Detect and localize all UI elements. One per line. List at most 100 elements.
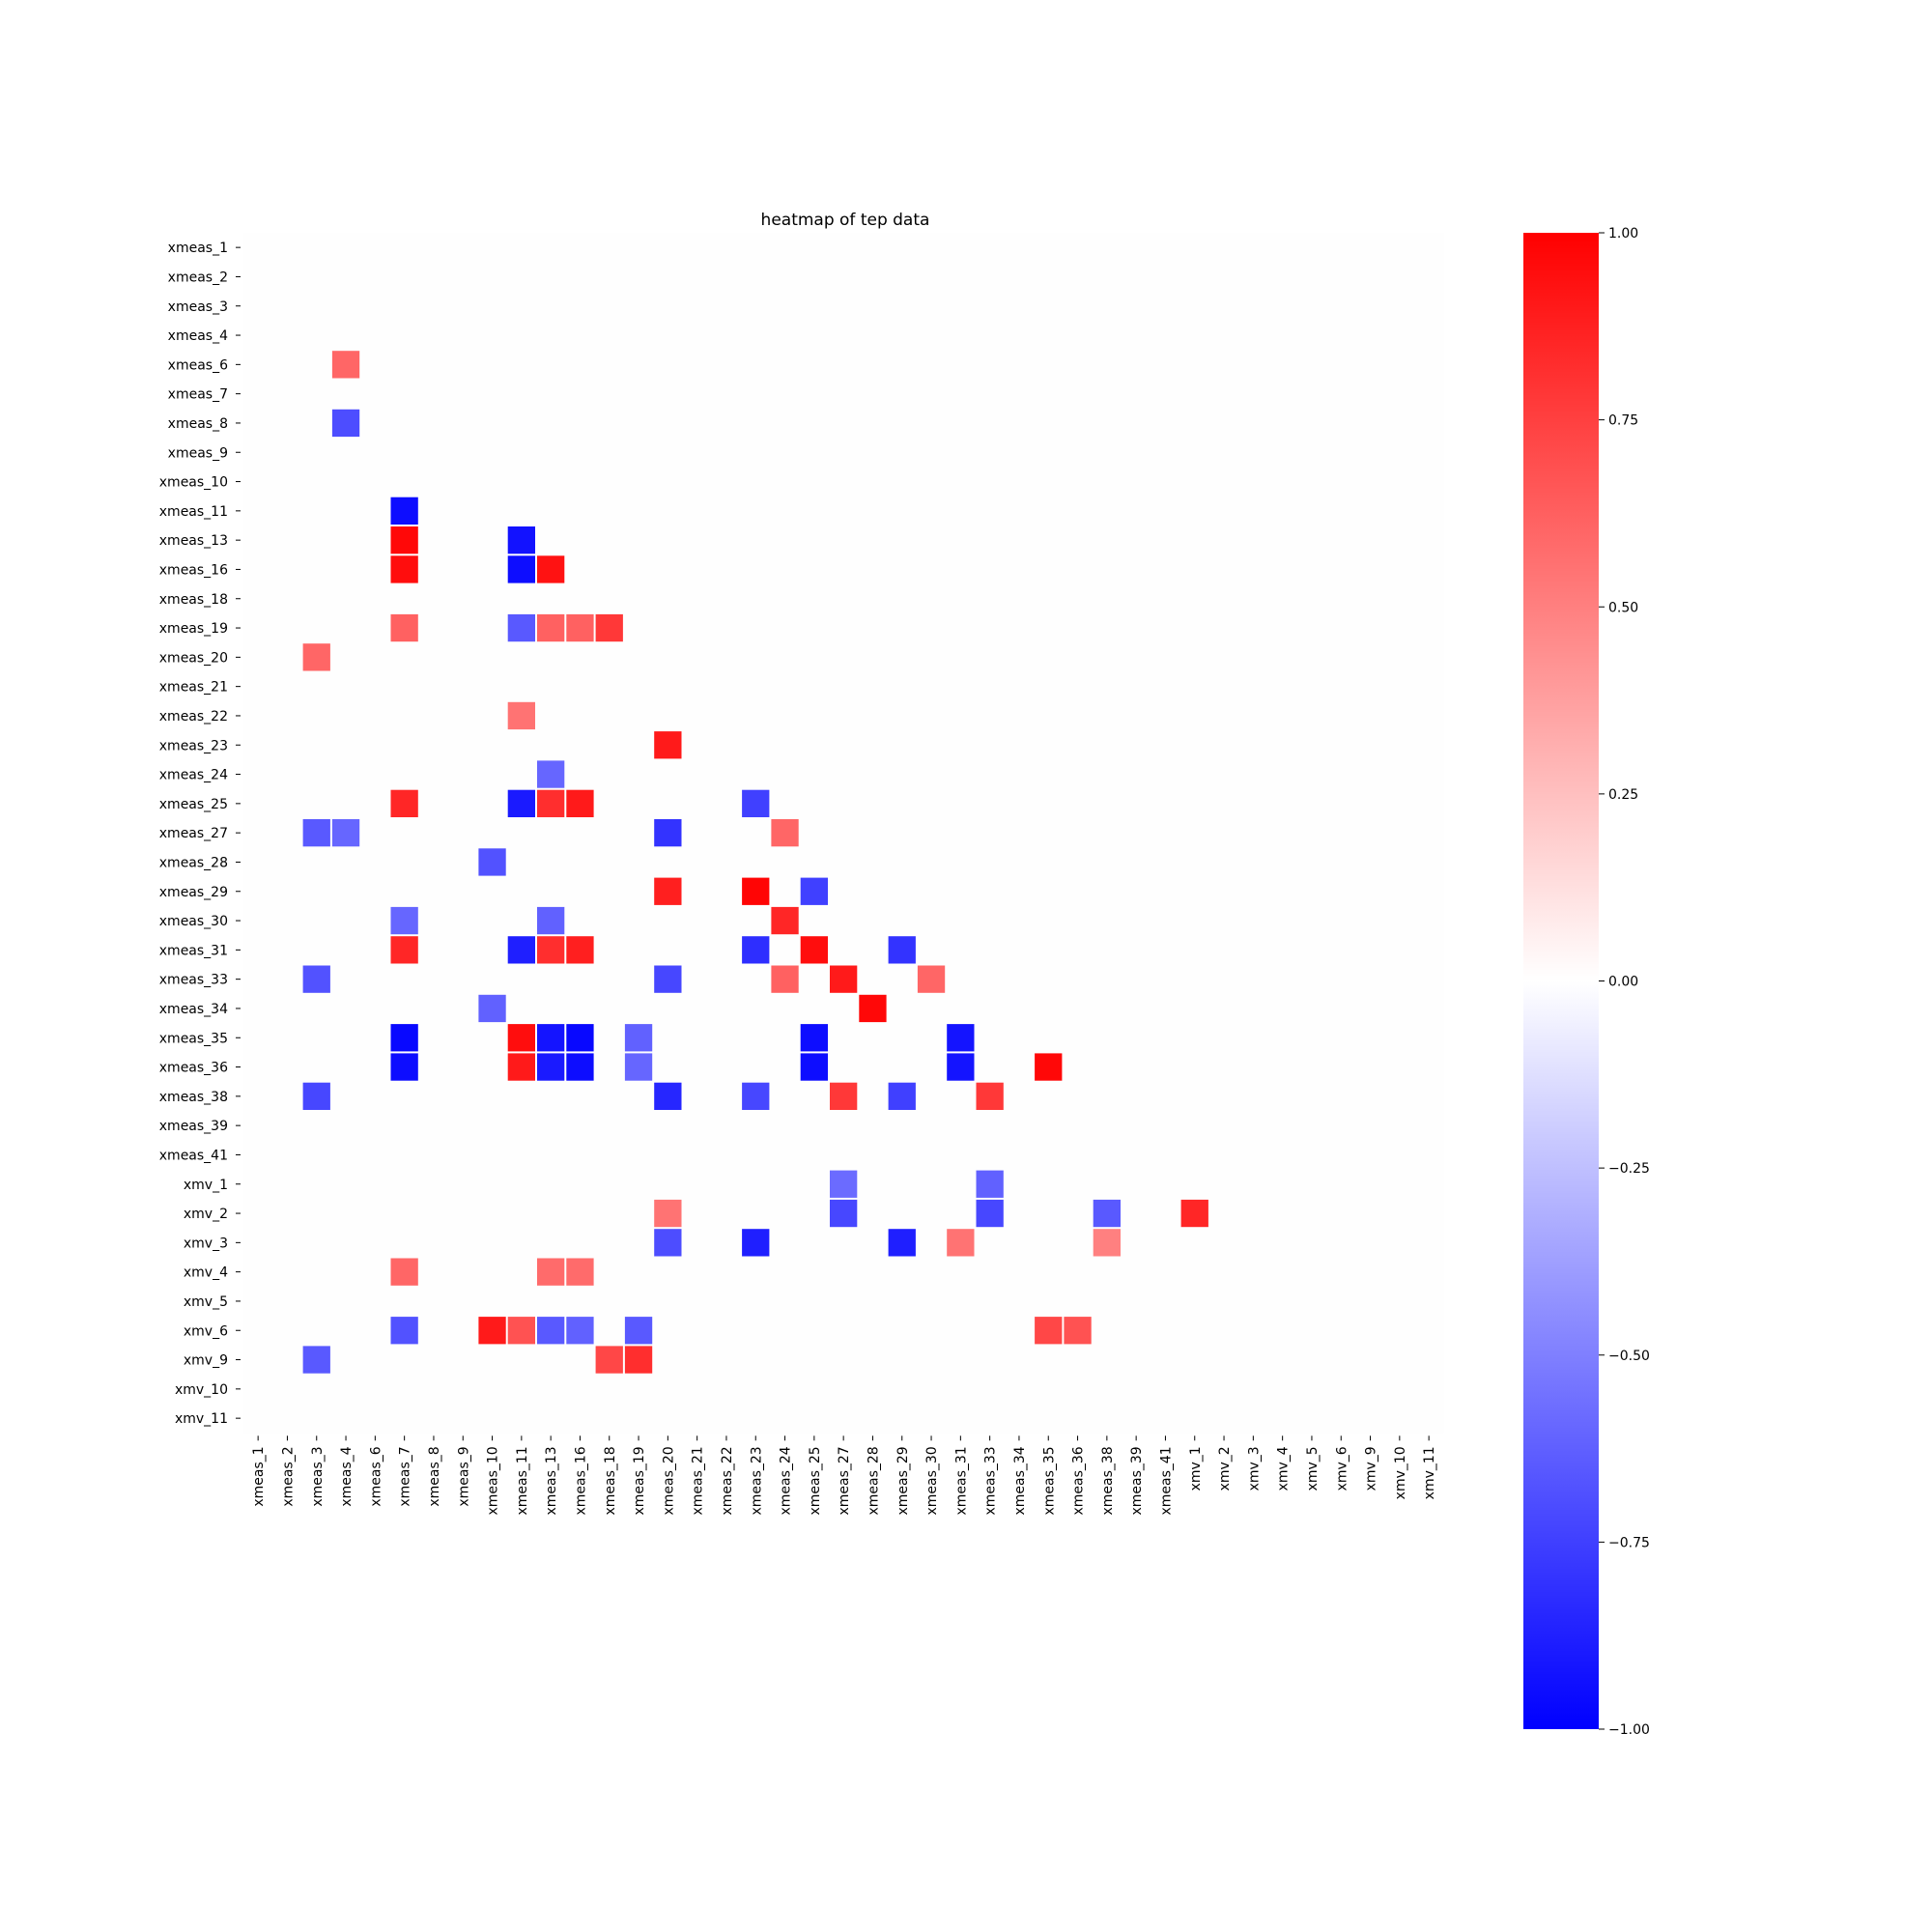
heatmap-cell-xmv_2-xmeas_20: [654, 1199, 682, 1228]
chart-title: heatmap of tep data: [761, 211, 930, 230]
col-label-xmeas_10: xmeas_10: [486, 1446, 501, 1515]
row-label-xmeas_35: xmeas_35: [159, 1031, 228, 1046]
row-label-xmeas_4: xmeas_4: [168, 328, 228, 344]
heatmap-cell-xmeas_27-xmeas_24: [771, 819, 799, 847]
row-label-xmv_9: xmv_9: [184, 1353, 228, 1369]
col-label-xmeas_25: xmeas_25: [808, 1446, 823, 1515]
heatmap-cell-xmeas_36-xmeas_13: [537, 1053, 565, 1081]
heatmap-cell-xmeas_38-xmeas_29: [888, 1082, 916, 1110]
col-label-xmeas_13: xmeas_13: [544, 1446, 559, 1515]
heatmap-cell-xmeas_16-xmeas_7: [390, 555, 418, 583]
heatmap-cell-xmeas_31-xmeas_25: [800, 936, 828, 964]
heatmap-cell-xmeas_36-xmeas_11: [507, 1053, 535, 1081]
heatmap-cell-xmeas_34-xmeas_10: [478, 994, 506, 1023]
row-label-xmv_4: xmv_4: [184, 1265, 228, 1281]
row-label-xmeas_2: xmeas_2: [168, 270, 228, 285]
col-label-xmeas_39: xmeas_39: [1129, 1446, 1145, 1515]
col-label-xmeas_36: xmeas_36: [1071, 1446, 1087, 1515]
col-label-xmv_11: xmv_11: [1422, 1446, 1437, 1499]
heatmap-cell-xmeas_36-xmeas_25: [800, 1053, 828, 1081]
heatmap-cell-xmeas_22-xmeas_11: [507, 701, 535, 730]
col-label-xmeas_19: xmeas_19: [632, 1446, 647, 1515]
colorbar-tick-label: −0.75: [1608, 1535, 1650, 1550]
heatmap-cell-xmv_4-xmeas_16: [566, 1258, 594, 1286]
row-label-xmeas_20: xmeas_20: [159, 650, 228, 666]
row-label-xmv_6: xmv_6: [184, 1323, 228, 1339]
row-label-xmeas_9: xmeas_9: [168, 445, 228, 461]
col-label-xmeas_18: xmeas_18: [603, 1446, 618, 1515]
heatmap-cell-xmeas_38-xmeas_27: [830, 1082, 858, 1110]
heatmap-cell-xmv_3-xmeas_23: [742, 1229, 770, 1257]
colorbar-tick-label: 0.75: [1608, 413, 1638, 429]
col-label-xmeas_23: xmeas_23: [749, 1446, 764, 1515]
heatmap-cell-xmeas_33-xmeas_20: [654, 965, 682, 993]
heatmap-cell-xmeas_25-xmeas_16: [566, 789, 594, 817]
colorbar: 1.00 0.75 0.50 0.25 0.00 −0.25 −0.50 −0.75 −1.00: [1523, 226, 1650, 1738]
row-label-xmeas_31: xmeas_31: [159, 943, 228, 958]
row-label-xmv_5: xmv_5: [184, 1294, 228, 1310]
colorbar-tick-label: 0.25: [1608, 787, 1638, 803]
heatmap-cell-xmeas_30-xmeas_24: [771, 906, 799, 935]
row-label-xmeas_27: xmeas_27: [159, 826, 228, 841]
colorbar-tick-label: 1.00: [1608, 226, 1638, 242]
row-label-xmeas_24: xmeas_24: [159, 768, 228, 783]
col-label-xmv_9: xmv_9: [1364, 1446, 1379, 1491]
heatmap-cell-xmeas_31-xmeas_29: [888, 936, 916, 964]
heatmap-cell-xmv_6-xmeas_7: [390, 1317, 418, 1345]
col-label-xmeas_3: xmeas_3: [310, 1446, 326, 1506]
heatmap-cell-xmeas_13-xmeas_7: [390, 526, 418, 554]
col-label-xmeas_22: xmeas_22: [720, 1446, 735, 1515]
row-label-xmeas_13: xmeas_13: [159, 533, 228, 549]
heatmap-cell-xmv_1-xmeas_27: [830, 1170, 858, 1198]
col-label-xmv_2: xmv_2: [1217, 1446, 1233, 1491]
heatmap-cell-xmeas_25-xmeas_13: [537, 789, 565, 817]
heatmap-cell-xmv_1-xmeas_33: [976, 1170, 1004, 1198]
heatmap-cell-xmv_4-xmeas_13: [537, 1258, 565, 1286]
heatmap-cell-xmeas_8-xmeas_4: [331, 409, 360, 438]
heatmap-cell-xmeas_19-xmeas_13: [537, 613, 565, 642]
row-label-xmeas_18: xmeas_18: [159, 592, 228, 608]
heatmap-cell-xmv_6-xmeas_36: [1064, 1317, 1092, 1345]
row-tick-labels: xmeas_1 xmeas_2 xmeas_3 xmeas_4 xmeas_6xmeas…: [159, 241, 241, 1427]
col-label-xmv_10: xmv_10: [1393, 1446, 1408, 1499]
col-label-xmeas_28: xmeas_28: [866, 1446, 881, 1515]
row-label-xmeas_33: xmeas_33: [159, 973, 228, 988]
row-label-xmv_2: xmv_2: [184, 1207, 228, 1222]
colorbar-gradient: [1523, 233, 1599, 1729]
heatmap-cell-xmeas_33-xmeas_30: [917, 965, 946, 993]
heatmap-cell-xmv_6-xmeas_19: [624, 1317, 653, 1345]
heatmap-cell-xmeas_19-xmeas_18: [595, 613, 623, 642]
heatmap-cell-xmeas_20-xmeas_3: [302, 643, 330, 671]
heatmap-cell-xmv_9-xmeas_19: [624, 1346, 653, 1374]
heatmap-cell-xmv_3-xmeas_29: [888, 1229, 916, 1257]
col-label-xmeas_31: xmeas_31: [953, 1446, 969, 1515]
col-label-xmeas_35: xmeas_35: [1041, 1446, 1057, 1515]
heatmap-cell-xmv_6-xmeas_16: [566, 1317, 594, 1345]
heatmap-cell-xmeas_38-xmeas_3: [302, 1082, 330, 1110]
heatmap-cell-xmeas_11-xmeas_7: [390, 497, 418, 525]
heatmap-cell-xmeas_31-xmeas_7: [390, 936, 418, 964]
row-label-xmeas_10: xmeas_10: [159, 475, 228, 491]
heatmap-cell-xmeas_16-xmeas_13: [537, 555, 565, 583]
heatmap-background: [243, 233, 1444, 1434]
col-label-xmeas_16: xmeas_16: [573, 1446, 588, 1515]
row-label-xmeas_36: xmeas_36: [159, 1061, 228, 1076]
heatmap-cell-xmeas_36-xmeas_7: [390, 1053, 418, 1081]
heatmap-cell-xmeas_16-xmeas_11: [507, 555, 535, 583]
heatmap-cell-xmeas_36-xmeas_16: [566, 1053, 594, 1081]
row-label-xmeas_39: xmeas_39: [159, 1119, 228, 1134]
col-label-xmeas_41: xmeas_41: [1158, 1446, 1174, 1515]
heatmap-cell-xmeas_13-xmeas_11: [507, 526, 535, 554]
col-label-xmv_3: xmv_3: [1246, 1446, 1262, 1491]
col-label-xmeas_9: xmeas_9: [456, 1446, 471, 1506]
heatmap-cell-xmeas_36-xmeas_35: [1035, 1053, 1063, 1081]
col-label-xmeas_11: xmeas_11: [515, 1446, 530, 1515]
col-label-xmeas_7: xmeas_7: [398, 1446, 413, 1506]
heatmap-cell-xmv_3-xmeas_20: [654, 1229, 682, 1257]
heatmap-cell-xmeas_27-xmeas_20: [654, 819, 682, 847]
col-label-xmeas_21: xmeas_21: [691, 1446, 706, 1515]
heatmap-cell-xmeas_25-xmeas_23: [742, 789, 770, 817]
heatmap-cell-xmv_3-xmeas_31: [947, 1229, 975, 1257]
heatmap-cell-xmeas_25-xmeas_7: [390, 789, 418, 817]
col-label-xmeas_2: xmeas_2: [280, 1446, 296, 1506]
